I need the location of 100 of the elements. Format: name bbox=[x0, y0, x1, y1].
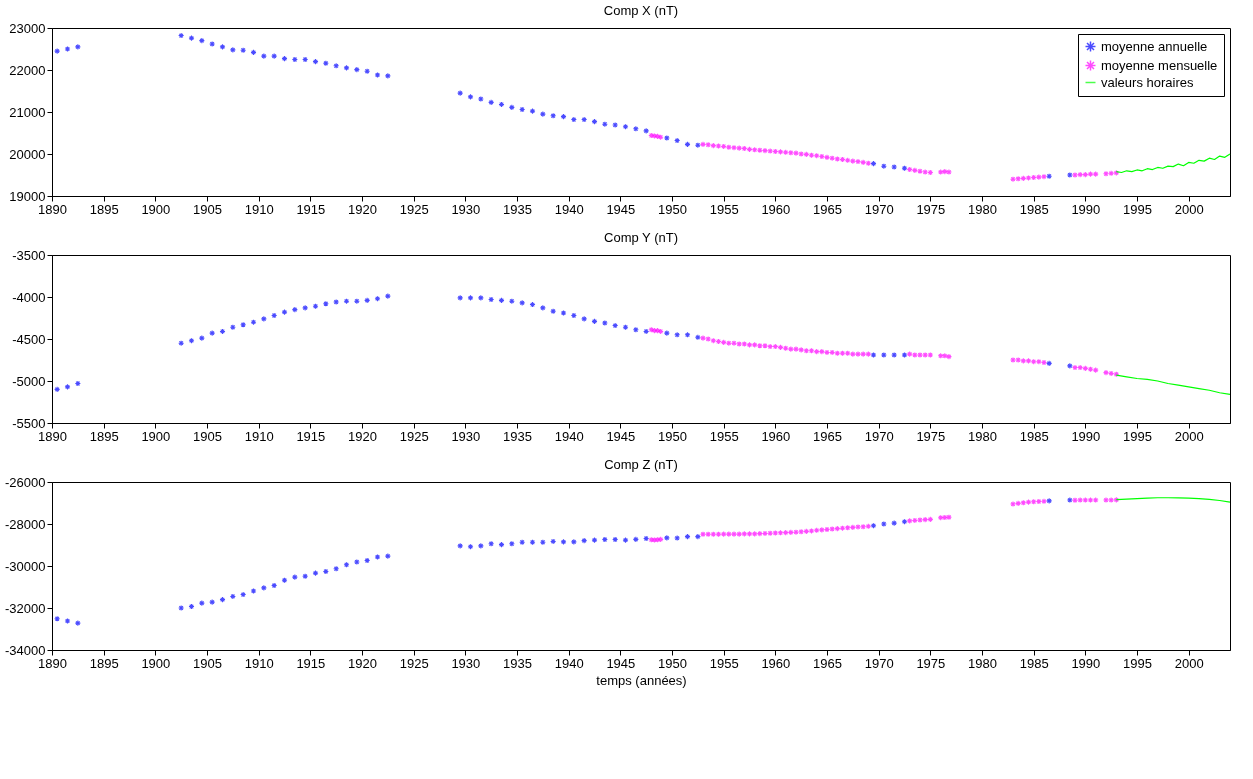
point bbox=[663, 534, 670, 541]
x-tick-label: 1955 bbox=[709, 201, 739, 217]
point bbox=[240, 321, 247, 328]
point bbox=[384, 293, 391, 300]
point bbox=[271, 312, 278, 319]
point bbox=[870, 522, 877, 529]
x-tick-label: 1975 bbox=[916, 201, 946, 217]
point bbox=[612, 121, 619, 129]
point bbox=[488, 540, 495, 547]
x-tick-label: 1975 bbox=[916, 428, 946, 444]
point bbox=[498, 297, 505, 304]
point bbox=[870, 160, 877, 167]
point bbox=[591, 318, 598, 325]
point bbox=[477, 95, 484, 103]
point bbox=[560, 113, 567, 120]
point bbox=[312, 58, 319, 65]
y-tick-label: -3500 bbox=[12, 247, 46, 263]
x-tick-label: 1980 bbox=[968, 428, 997, 444]
x-tick-label: 1970 bbox=[864, 655, 894, 671]
point bbox=[291, 306, 298, 313]
legend-label: moyenne mensuelle bbox=[1101, 57, 1218, 73]
x-tick-label: 1990 bbox=[1071, 201, 1101, 217]
x-tick-label: 1990 bbox=[1071, 655, 1101, 671]
point bbox=[663, 134, 670, 142]
point bbox=[333, 298, 340, 306]
point bbox=[529, 539, 536, 546]
point bbox=[643, 127, 650, 134]
x-tick-label: 1890 bbox=[38, 201, 67, 217]
x-tick-label: 1980 bbox=[968, 655, 997, 671]
y-tick-label: 20000 bbox=[9, 146, 46, 162]
point bbox=[209, 599, 216, 606]
chart-title: Comp Y (nT) bbox=[604, 230, 678, 245]
point bbox=[188, 603, 195, 610]
point bbox=[54, 48, 61, 55]
x-tick-label: 1965 bbox=[813, 655, 842, 671]
point bbox=[550, 112, 557, 119]
y-tick-label: -4000 bbox=[12, 289, 46, 305]
point bbox=[281, 577, 288, 584]
point bbox=[488, 99, 495, 106]
x-tick-label: 1940 bbox=[554, 428, 584, 444]
point bbox=[539, 304, 546, 312]
x-tick-label: 1995 bbox=[1123, 428, 1152, 444]
point bbox=[271, 582, 278, 589]
point bbox=[529, 301, 536, 308]
x-tick-label: 2000 bbox=[1174, 655, 1204, 671]
x-tick-label: 1930 bbox=[451, 201, 481, 217]
point bbox=[281, 309, 288, 316]
x-tick-label: 1905 bbox=[193, 655, 222, 671]
point bbox=[937, 168, 944, 176]
point bbox=[343, 64, 350, 71]
point bbox=[198, 335, 205, 342]
point bbox=[937, 352, 944, 359]
point bbox=[945, 168, 953, 176]
x-tick-label: 1920 bbox=[348, 655, 377, 671]
point bbox=[622, 123, 629, 130]
point bbox=[333, 62, 340, 69]
x-tick-label: 1945 bbox=[606, 428, 636, 444]
point bbox=[560, 309, 567, 317]
x-tick-label: 1905 bbox=[193, 201, 222, 217]
point bbox=[271, 53, 278, 60]
y-tick-label: 22000 bbox=[9, 62, 46, 78]
point bbox=[880, 351, 887, 359]
y-tick-label: -5500 bbox=[12, 415, 46, 431]
point bbox=[1046, 497, 1053, 504]
point bbox=[209, 330, 216, 337]
x-tick-label: 1945 bbox=[606, 655, 636, 671]
point bbox=[1046, 173, 1053, 180]
point bbox=[374, 295, 381, 302]
point bbox=[539, 111, 546, 118]
point bbox=[343, 298, 350, 305]
x-tick-label: 1925 bbox=[399, 428, 429, 444]
point bbox=[684, 141, 691, 148]
x-tick-label: 1950 bbox=[658, 655, 687, 671]
point bbox=[570, 116, 577, 123]
point bbox=[684, 331, 691, 338]
y-tick-label: 19000 bbox=[9, 188, 46, 204]
x-tick-label: 1970 bbox=[864, 428, 894, 444]
y-tick-label: -28000 bbox=[5, 516, 46, 532]
x-tick-label: 1985 bbox=[1019, 655, 1049, 671]
point bbox=[519, 539, 526, 546]
point bbox=[322, 300, 329, 307]
point bbox=[467, 93, 474, 100]
point bbox=[684, 533, 691, 540]
legend-label: valeurs horaires bbox=[1101, 74, 1194, 90]
x-tick-label: 1930 bbox=[451, 655, 481, 671]
point bbox=[302, 573, 309, 580]
point bbox=[312, 303, 319, 310]
point bbox=[229, 593, 236, 600]
point bbox=[612, 322, 619, 329]
x-tick-label: 1990 bbox=[1071, 428, 1101, 444]
point bbox=[74, 43, 81, 50]
x-tick-label: 1950 bbox=[658, 201, 687, 217]
y-tick-label: 21000 bbox=[9, 104, 46, 120]
point bbox=[880, 163, 887, 170]
point bbox=[581, 537, 588, 544]
point bbox=[250, 319, 257, 326]
x-tick-label: 1915 bbox=[296, 201, 326, 217]
point bbox=[498, 541, 505, 548]
point bbox=[353, 66, 360, 73]
point bbox=[364, 68, 371, 75]
